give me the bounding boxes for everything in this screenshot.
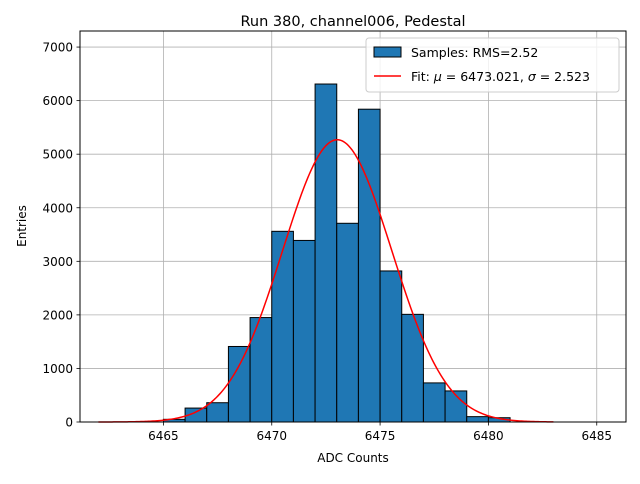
histogram-bar bbox=[227, 345, 251, 423]
legend-sigma-value: = 2.523 bbox=[536, 69, 590, 84]
legend-samples-label: Samples: RMS=2.52 bbox=[411, 45, 538, 60]
x-tick-label: 6470 bbox=[256, 429, 287, 443]
y-tick-label: 0 bbox=[65, 416, 73, 430]
chart-title: Run 380, channel006, Pedestal bbox=[240, 14, 465, 30]
fit-curve bbox=[98, 138, 554, 423]
histogram-bar bbox=[379, 270, 403, 423]
legend-sigma-symbol: σ bbox=[528, 69, 537, 84]
y-axis-label: Entries bbox=[15, 205, 29, 247]
x-tick-label: 6480 bbox=[473, 429, 504, 443]
histogram-bar bbox=[466, 416, 489, 423]
histogram-bar bbox=[271, 230, 294, 423]
legend: Samples: RMS=2.52 Fit: μ = 6473.021, σ =… bbox=[365, 37, 620, 93]
x-tick-label: 6465 bbox=[148, 429, 179, 443]
x-axis-label: ADC Counts bbox=[317, 451, 389, 465]
y-tick-label: 3000 bbox=[42, 255, 73, 269]
x-tick-label: 6475 bbox=[365, 429, 396, 443]
y-tick-label: 5000 bbox=[42, 148, 73, 162]
y-tick-label: 4000 bbox=[42, 201, 73, 215]
legend-samples-swatch bbox=[373, 46, 402, 58]
x-tick-label: 6485 bbox=[581, 429, 612, 443]
histogram-bar bbox=[422, 382, 446, 423]
legend-mu-value: = 6473.021, bbox=[442, 69, 528, 84]
histogram-bar bbox=[292, 239, 316, 423]
histogram-bar bbox=[206, 402, 229, 423]
y-tick-label: 2000 bbox=[42, 308, 73, 322]
y-axis-ticks: 0 1000 2000 3000 4000 5000 6000 7000 bbox=[42, 41, 80, 430]
y-tick-label: 7000 bbox=[42, 41, 73, 55]
plot-frame bbox=[79, 30, 627, 423]
legend-fit-label: Fit: μ = 6473.021, σ = 2.523 bbox=[411, 69, 590, 84]
y-tick-label: 1000 bbox=[42, 362, 73, 376]
histogram-bar bbox=[314, 83, 338, 423]
histogram-bar bbox=[357, 108, 381, 423]
y-tick-label: 6000 bbox=[42, 94, 73, 108]
legend-mu-symbol: μ bbox=[433, 69, 442, 84]
histogram-bar bbox=[401, 313, 424, 423]
histogram-bar bbox=[336, 222, 359, 423]
x-axis-ticks: 6465 6470 6475 6480 6485 bbox=[148, 422, 612, 443]
histogram-bars bbox=[162, 83, 511, 423]
legend-fit-prefix: Fit: bbox=[411, 69, 434, 84]
legend-box bbox=[365, 37, 620, 93]
